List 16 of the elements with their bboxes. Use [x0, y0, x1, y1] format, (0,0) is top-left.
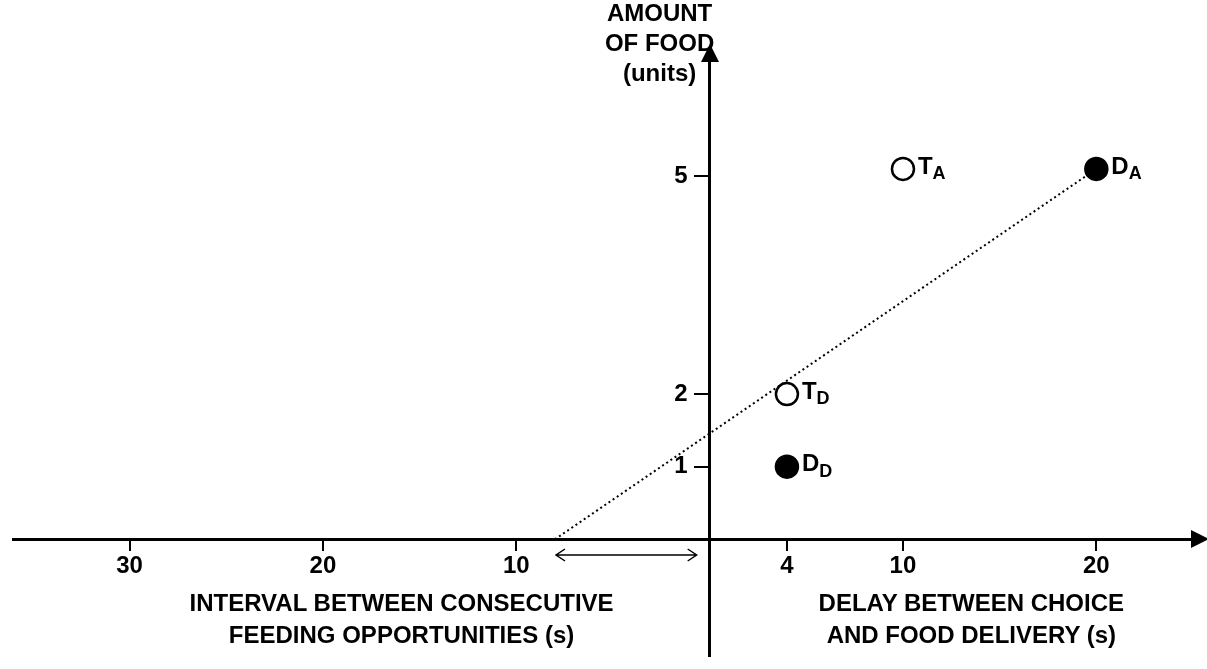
point — [890, 156, 916, 182]
x-axis-title: DELAY BETWEEN CHOICE AND FOOD DELIVERY (s) — [818, 588, 1124, 648]
point — [774, 454, 800, 479]
point — [1084, 156, 1109, 182]
x-tick-label: 10 — [502, 551, 530, 579]
y-tick-label: 2 — [674, 378, 688, 406]
x-tick-label: 20 — [1082, 551, 1110, 579]
y-tick-label: 5 — [674, 160, 688, 188]
x-tick-label: 10 — [889, 551, 917, 579]
y-axis-title: AMOUNT OF FOOD (units) — [604, 0, 715, 86]
annotation: INTERVAL BETWEEN CONSECUTIVE FEEDING OPPORTUNITIES (s) — [189, 588, 614, 648]
x-tick-label: 4 — [780, 551, 795, 579]
point — [774, 381, 800, 407]
y-tick-label: 1 — [674, 451, 688, 479]
x-tick-label: 20 — [309, 551, 337, 579]
x-tick-label: 30 — [116, 551, 143, 579]
